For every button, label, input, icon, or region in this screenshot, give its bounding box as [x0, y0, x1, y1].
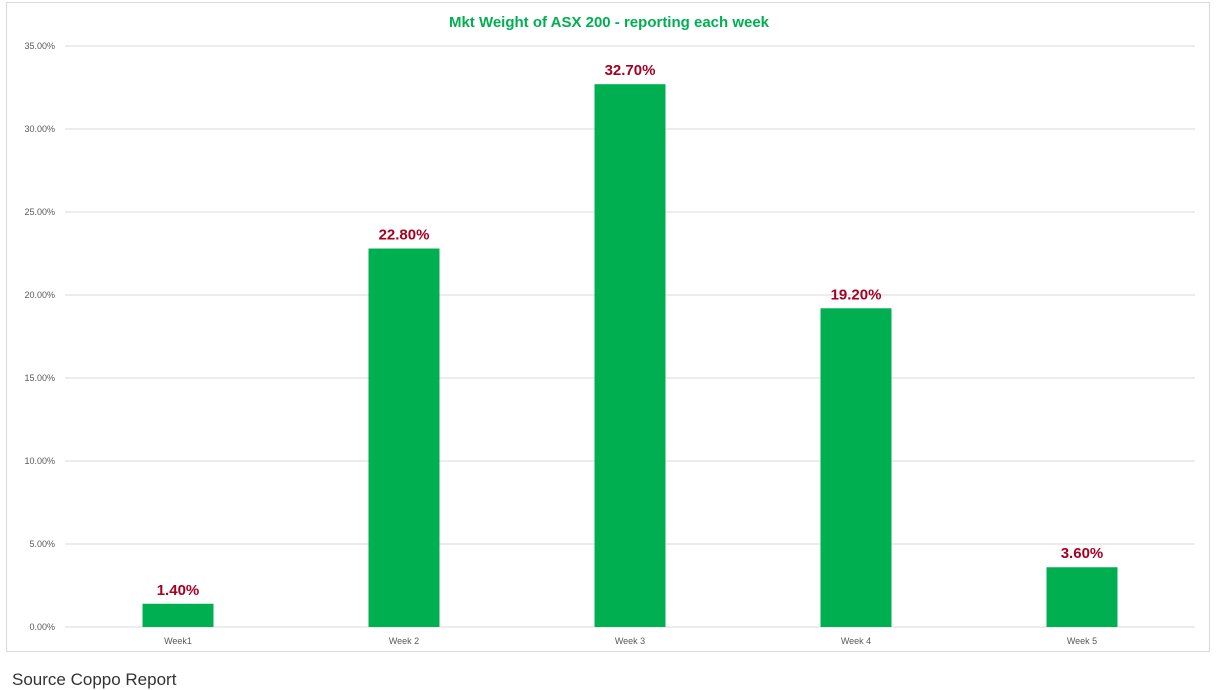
data-label: 1.40% [157, 582, 200, 599]
data-label: 19.20% [831, 286, 882, 303]
x-tick-label: Week 3 [615, 636, 645, 646]
chart-title: Mkt Weight of ASX 200 - reporting each w… [449, 14, 770, 31]
data-label: 22.80% [379, 227, 430, 244]
y-tick-label: 20.00% [24, 290, 55, 300]
bar [594, 84, 666, 628]
bar-chart: Mkt Weight of ASX 200 - reporting each w… [24, 14, 1195, 646]
y-tick-label: 30.00% [24, 124, 55, 134]
x-tick-label: Week1 [164, 636, 192, 646]
data-label: 3.60% [1061, 545, 1104, 562]
source-note: Source Coppo Report [12, 670, 177, 689]
bar [1046, 567, 1118, 627]
x-tick-label: Week 5 [1067, 636, 1097, 646]
y-tick-label: 25.00% [24, 207, 55, 217]
y-axis-tick-labels: 0.00% 5.00% 10.00% 15.00% 20.00% 25.00% 30.00%… [24, 41, 55, 632]
y-tick-label: 15.00% [24, 373, 55, 383]
data-labels: 1.40% 22.80% 32.70% 19.20% 3.60% [157, 62, 1104, 599]
bar [142, 603, 214, 627]
x-tick-label: Week 4 [841, 636, 871, 646]
y-tick-label: 10.00% [24, 456, 55, 466]
x-tick-label: Week 2 [389, 636, 419, 646]
x-axis-tick-labels: Week1 Week 2 Week 3 Week 4 Week 5 [164, 636, 1097, 646]
bar [368, 248, 440, 627]
y-tick-label: 35.00% [24, 41, 55, 51]
data-label: 32.70% [605, 62, 656, 79]
y-tick-label: 0.00% [29, 622, 55, 632]
bars [142, 84, 1118, 628]
bar [820, 308, 892, 627]
y-tick-label: 5.00% [29, 539, 55, 549]
